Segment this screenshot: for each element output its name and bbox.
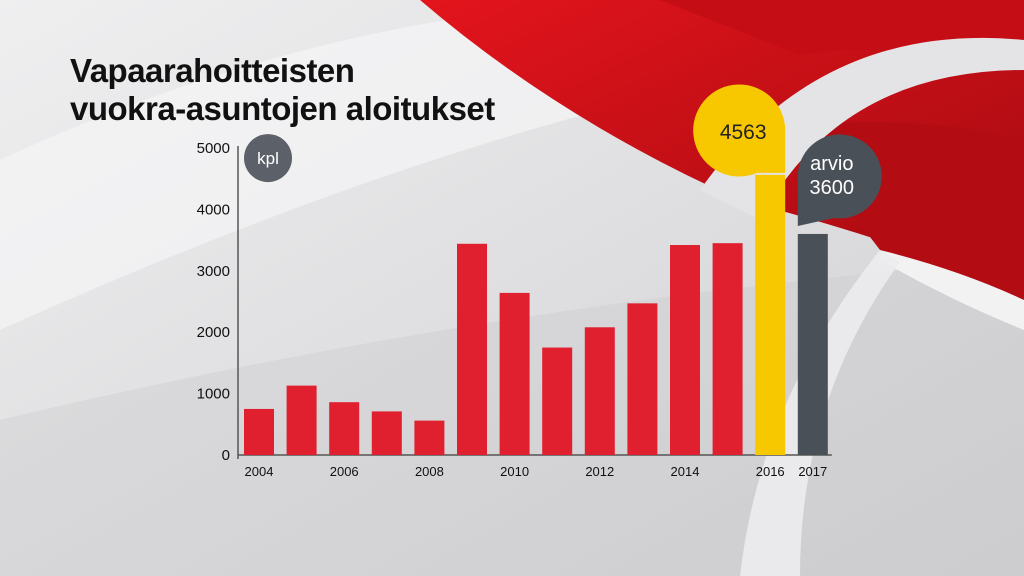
bars [244,174,828,456]
x-tick-label: 2010 [500,464,529,479]
y-tick-label: 4000 [197,201,230,218]
bar-2006 [329,402,360,455]
highlight-value-label: 4563 [720,121,767,144]
highlight-bubble-shape [693,84,786,177]
y-tick-label: 3000 [197,263,230,280]
bar-2004 [244,408,274,455]
highlight-value-bubble: 4563 [693,84,786,177]
bar-2007 [371,411,402,455]
x-tick-label: 2016 [756,464,785,479]
bar-2013 [627,303,658,455]
x-tick-label: 2008 [415,464,444,479]
y-tick-labels: 0 1000 2000 3000 4000 5000 [197,140,230,464]
bar-2011 [542,347,573,455]
estimate-bubble-shape [797,134,882,226]
estimate-label-line-2: 3600 [810,177,855,199]
bar-2008 [414,420,445,455]
y-tick-label: 5000 [197,140,230,157]
chart-axes [237,146,832,459]
unit-badge: kpl [244,134,292,183]
chart-title-line-1: Vapaarahoitteisten [70,52,355,89]
y-tick-label: 1000 [197,386,230,403]
bar-2015 [712,243,743,455]
y-tick-label: 0 [222,447,230,464]
x-tick-label: 2012 [585,464,614,479]
bar-2010 [499,292,530,455]
x-tick-label: 2017 [798,464,827,479]
bar-2014 [670,245,700,455]
bar-2005 [286,385,317,455]
bar-2009 [457,243,487,455]
x-tick-label: 2014 [671,464,700,479]
x-tick-labels: 2004 2006 2008 2010 2012 2014 2016 2017 [245,464,828,479]
unit-label: kpl [257,149,279,168]
y-tick-label: 2000 [197,324,230,341]
estimate-value-bubble: arvio 3600 [797,134,882,226]
estimate-label-line-1: arvio [810,153,853,175]
bar-2012 [584,327,615,455]
bar-2017 [797,233,828,455]
x-tick-label: 2006 [330,464,359,479]
bar-2016 [755,174,786,456]
unit-badge-circle [244,134,292,183]
chart-title: Vapaarahoitteisten vuokra-asuntojen aloi… [70,52,495,128]
x-tick-label: 2004 [245,464,274,479]
chart-title-line-2: vuokra-asuntojen aloitukset [70,90,495,127]
